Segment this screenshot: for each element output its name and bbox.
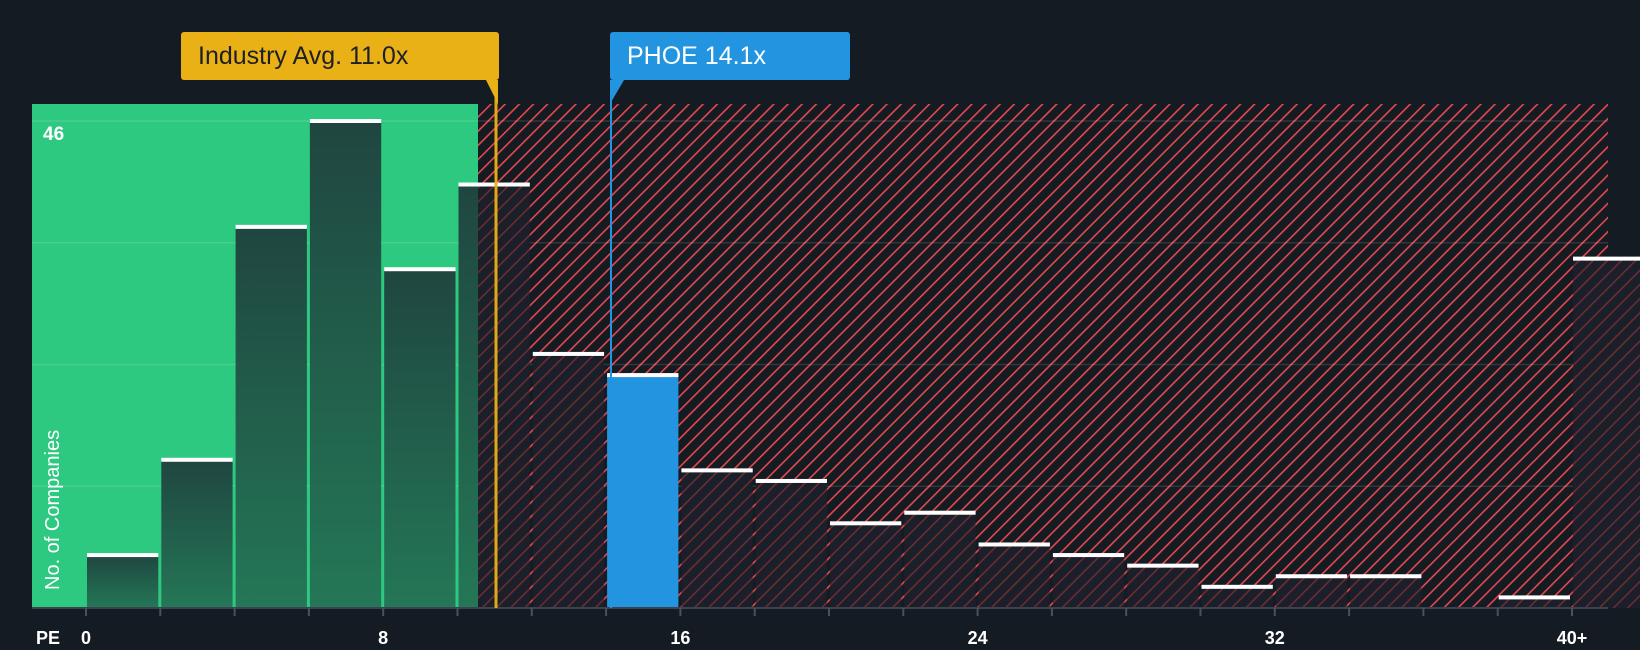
x-tick-label: 24	[967, 628, 988, 648]
x-axis-prefix: PE	[36, 628, 61, 648]
x-tick-label: 8	[378, 628, 389, 648]
x-tick-label: 32	[1264, 628, 1285, 648]
y-axis-max-label: 46	[43, 124, 65, 145]
y-axis-title: No. of Companies	[42, 429, 64, 590]
industry-average-callout: Industry Avg. 11.0x	[181, 32, 499, 80]
x-tick-label: 0	[80, 628, 92, 648]
company-pe-callout: PHOE 14.1x	[610, 32, 850, 80]
marker-lines	[486, 80, 624, 608]
company-pe-label: PHOE 14.1x	[627, 42, 766, 70]
x-tick-label: 16	[670, 628, 691, 648]
industry-average-label: Industry Avg. 11.0x	[198, 42, 409, 70]
histogram-bars	[87, 119, 1640, 609]
x-axis	[32, 607, 1608, 616]
x-tick-label: 40+	[1556, 628, 1588, 648]
